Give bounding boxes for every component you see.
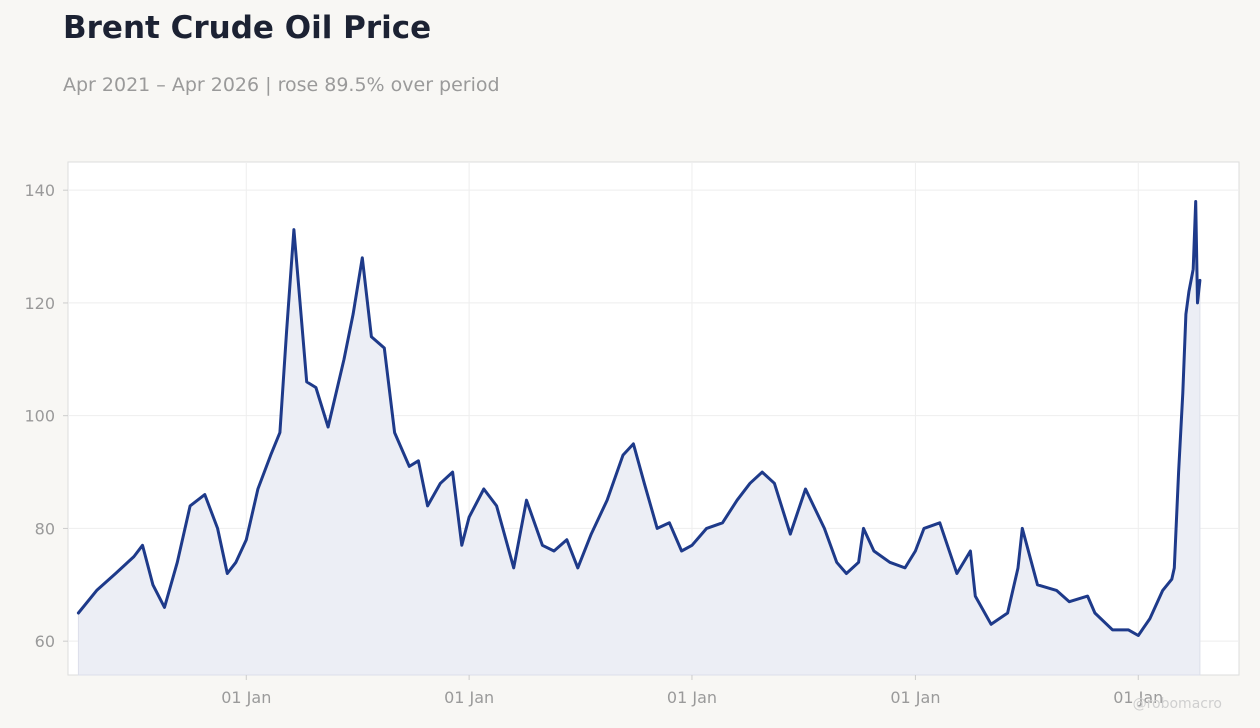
y-tick-label: 80 xyxy=(35,519,55,538)
x-axis-ticks: 01 Jan 01 Jan 01 Jan 01 Jan 01 Jan xyxy=(221,675,1163,707)
price-line xyxy=(76,200,1202,637)
y-axis-ticks: 60 80 100 120 140 xyxy=(24,181,68,651)
x-tick-label: 01 Jan xyxy=(667,688,717,707)
x-tick-label: 01 Jan xyxy=(221,688,271,707)
y-tick-label: 120 xyxy=(24,294,55,313)
y-tick-label: 60 xyxy=(35,632,55,651)
y-tick-label: 140 xyxy=(24,181,55,200)
chart-title: Brent Crude Oil Price xyxy=(63,10,432,46)
chart-subtitle: Apr 2021 – Apr 2026 | rose 89.5% over pe… xyxy=(63,74,500,96)
y-tick-label: 100 xyxy=(24,407,55,426)
watermark: @robomacro xyxy=(1132,696,1222,712)
x-tick-label: 01 Jan xyxy=(890,688,940,707)
x-tick-label: 01 Jan xyxy=(444,688,494,707)
x-tick-label: 01 Jan xyxy=(1113,688,1163,707)
